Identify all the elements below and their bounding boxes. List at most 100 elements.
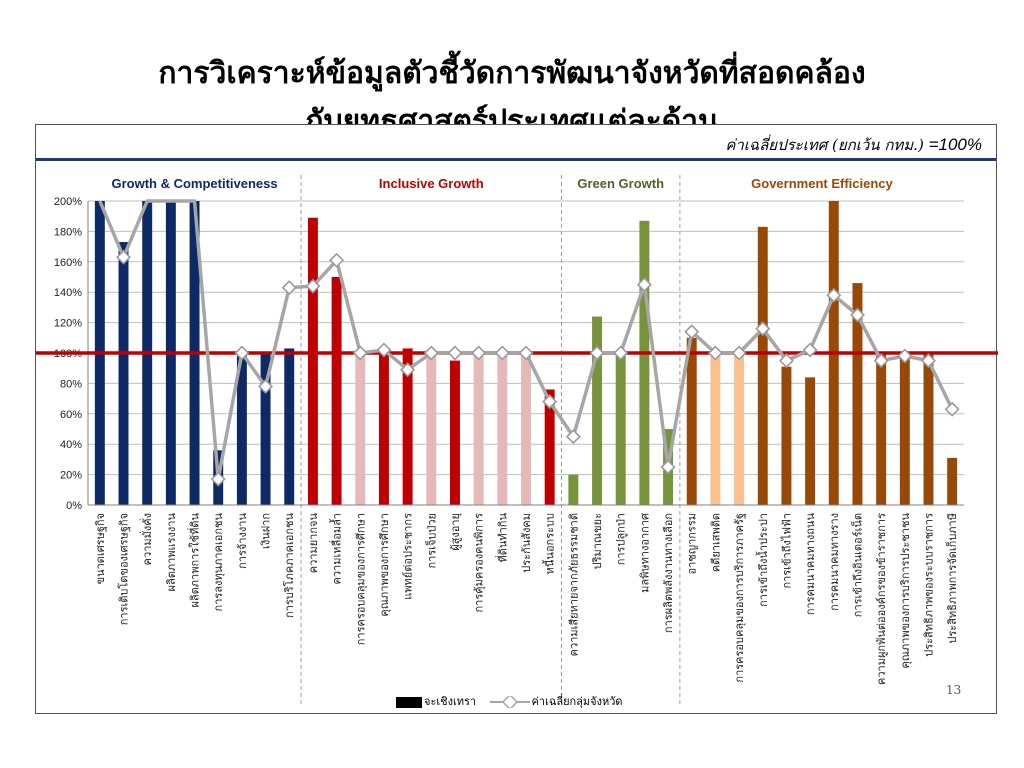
category-label: การบริโภคภาคเอกชน <box>282 513 296 618</box>
slide-title-line2: กับยุทธศาสตร์ประเทศแต่ละด้าน <box>305 104 719 124</box>
legend-line-key <box>489 696 530 708</box>
category-label: ประสิทธิภาพการจัดเก็บภาษี <box>945 513 959 644</box>
header-divider <box>36 158 996 161</box>
y-tick-label: 200% <box>54 196 82 208</box>
legend-bar-swatch <box>396 696 422 708</box>
y-tick-label: 120% <box>54 318 82 330</box>
bar <box>307 217 318 505</box>
line-point <box>684 324 700 340</box>
bar <box>568 474 579 505</box>
bar <box>781 366 792 505</box>
group-title: Government Efficiency <box>751 176 893 191</box>
category-label: การคมนาคมทางถนน <box>805 513 817 616</box>
line-point <box>778 353 794 369</box>
line-point <box>873 353 889 369</box>
line-point <box>707 345 723 361</box>
category-label: การครอบคลุมของการศึกษา <box>355 513 367 645</box>
line-point <box>731 345 747 361</box>
line-point <box>518 345 534 361</box>
bar <box>615 353 626 505</box>
category-label: การเข้าถึงไฟฟ้า <box>780 513 793 589</box>
category-label: ความยากจน <box>308 513 320 574</box>
line-point <box>471 345 487 361</box>
y-tick-label: 20% <box>60 470 82 482</box>
category-label: ที่ดินทำกิน <box>494 513 509 563</box>
bar <box>757 226 768 505</box>
line-point <box>920 353 936 369</box>
line-point <box>329 252 345 268</box>
group-title: Inclusive Growth <box>379 176 484 191</box>
bar <box>686 337 697 505</box>
bar <box>899 353 910 505</box>
bar <box>805 377 816 505</box>
category-label: การผลิตพลังงานทางเลือก <box>662 513 675 633</box>
line-point <box>944 401 960 417</box>
line-point <box>376 342 392 358</box>
category-label: การเติบโตของเศรษฐกิจ <box>117 513 131 625</box>
category-label: การเข้าถึงน้ำประปา <box>755 513 770 607</box>
category-label: คุณภาพของการบริการประชาชน <box>900 513 912 669</box>
category-label: การครอบคลุมของการบริการภาครัฐ <box>734 513 746 683</box>
header-note: ค่าเฉลี่ยประเทศ (ยกเว้น กทม.) =100% <box>725 133 982 157</box>
bar <box>118 242 129 505</box>
category-label: เงินฝาก <box>261 513 273 549</box>
bar <box>710 353 721 505</box>
line-point <box>494 345 510 361</box>
legend-bar-label: จะเชิงเทรา <box>424 695 477 708</box>
chart-svg: 0%20%40%60%80%100%120%140%160%180%200%Gr… <box>36 175 998 705</box>
category-label: ผลิตภาพแรงงาน <box>166 513 178 592</box>
category-label: การเจ็บป่วย <box>424 513 438 569</box>
category-label: แพทย์ต่อประชากร <box>402 513 415 600</box>
slide-title: การวิเคราะห์ข้อมูลตัวชี้วัดการพัฒนาจังหว… <box>158 56 866 91</box>
line-point <box>116 249 132 265</box>
bar <box>473 353 484 505</box>
line-point <box>305 278 321 294</box>
line-point <box>234 345 250 361</box>
line-point <box>897 348 913 364</box>
category-label: การคมนาคมทางราง <box>829 513 841 611</box>
category-label: การลงทุนภาคเอกชน <box>213 513 225 612</box>
bar <box>521 353 531 505</box>
category-label: ผลิตภาพการใช้ที่ดิน <box>187 513 202 608</box>
category-label: การจ้างงาน <box>237 513 249 569</box>
line-point <box>589 345 605 361</box>
category-label: ขนาดเศรษฐกิจ <box>95 513 107 584</box>
category-label: หนี้นอกระบบ <box>542 513 557 574</box>
category-label: คดียาเสพติด <box>709 513 722 572</box>
bar <box>450 360 460 505</box>
category-label: ปริมาณขยะ <box>592 513 604 569</box>
bar <box>497 353 508 505</box>
bar <box>544 389 555 505</box>
bar <box>639 220 650 505</box>
line-point <box>542 394 558 410</box>
line-point <box>613 345 629 361</box>
line-point <box>447 345 463 361</box>
y-tick-label: 0% <box>66 500 82 512</box>
category-label: ความผูกพันต่อองค์กรของข้าราชการ <box>875 513 888 685</box>
line-point <box>660 459 676 475</box>
bar <box>355 353 366 505</box>
bar <box>402 348 413 505</box>
category-label: ความเหลื่อมล้ำ <box>329 513 344 585</box>
line-point <box>423 345 439 361</box>
category-label: อาชญากรรม <box>687 513 699 575</box>
header-note-value: =100% <box>928 135 982 154</box>
line-point <box>636 277 652 293</box>
line-point <box>755 321 771 337</box>
y-tick-label: 160% <box>54 257 82 269</box>
category-label: ประกันสังคม <box>521 513 533 573</box>
category-label: ความเสียหายจากภัยธรรมชาติ <box>567 513 580 656</box>
chart-panel: ค่าเฉลี่ยประเทศ (ยกเว้น กทม.) =100% 0% 20… <box>35 124 998 714</box>
bar <box>284 348 295 505</box>
bar <box>852 283 863 505</box>
line-point <box>352 345 368 361</box>
line-point <box>400 362 416 378</box>
category-label: การเข้าถึงอินเตอร์เน็ต <box>850 513 864 617</box>
bar <box>592 316 602 505</box>
bar <box>734 353 745 505</box>
category-label: การคุ้มครองคนพิการ <box>474 513 486 613</box>
y-tick-label: 40% <box>60 439 82 451</box>
bar <box>876 353 887 505</box>
line-point <box>802 342 818 358</box>
category-label: คุณภาพของการศึกษา <box>379 513 391 617</box>
